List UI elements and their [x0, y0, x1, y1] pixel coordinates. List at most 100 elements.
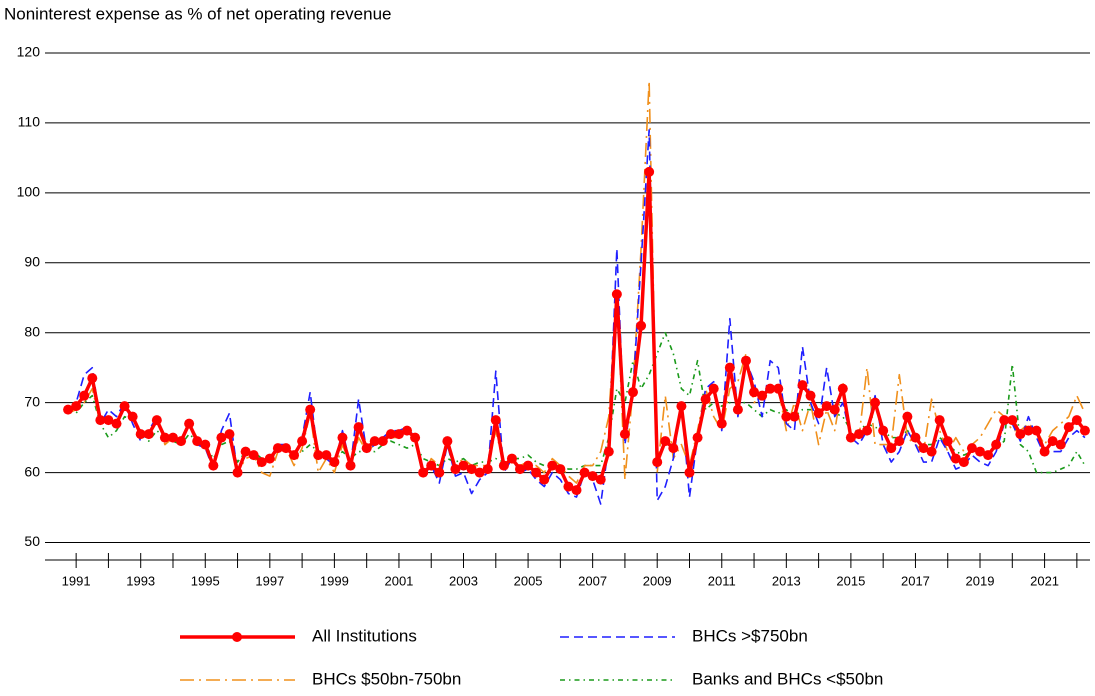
- point: [482, 464, 493, 475]
- point: [1079, 425, 1090, 436]
- y-tick-label: 60: [24, 463, 40, 479]
- x-tick-label: 2001: [384, 573, 413, 588]
- point: [878, 425, 889, 436]
- point: [966, 443, 977, 454]
- point: [208, 460, 219, 471]
- point: [402, 425, 413, 436]
- point: [555, 464, 566, 475]
- point: [668, 443, 679, 454]
- point: [789, 411, 800, 422]
- point: [71, 401, 82, 412]
- legend-label: All Institutions: [312, 626, 417, 645]
- point: [450, 464, 461, 475]
- point: [442, 436, 453, 447]
- point: [740, 355, 751, 366]
- point: [837, 383, 848, 394]
- point: [757, 390, 768, 401]
- x-tick-label: 2005: [514, 573, 543, 588]
- point: [176, 436, 187, 447]
- point: [942, 436, 953, 447]
- point: [418, 467, 429, 478]
- point: [587, 471, 598, 482]
- point: [684, 467, 695, 478]
- point: [119, 401, 130, 412]
- point: [781, 411, 792, 422]
- point: [216, 432, 227, 443]
- point: [345, 460, 356, 471]
- point: [700, 394, 711, 405]
- point: [636, 320, 647, 331]
- point: [289, 450, 300, 461]
- point: [385, 429, 396, 440]
- point: [571, 485, 582, 496]
- point: [603, 446, 614, 457]
- legend-label: BHCs $50bn-750bn: [312, 669, 461, 688]
- legend-label: Banks and BHCs <$50bn: [692, 669, 883, 688]
- x-tick-label: 1993: [126, 573, 155, 588]
- x-tick-label: 2011: [708, 573, 736, 588]
- y-tick-label: 70: [24, 393, 40, 409]
- point: [660, 436, 671, 447]
- point: [732, 404, 743, 415]
- point: [297, 436, 308, 447]
- point: [579, 467, 590, 478]
- point: [724, 362, 735, 373]
- point: [151, 415, 162, 426]
- point: [337, 432, 348, 443]
- point: [127, 411, 138, 422]
- point: [515, 464, 526, 475]
- point: [845, 432, 856, 443]
- x-tick-label: 2019: [966, 573, 995, 588]
- point: [224, 429, 235, 440]
- point: [870, 397, 881, 408]
- point: [256, 457, 267, 468]
- x-tick-label: 1999: [320, 573, 349, 588]
- y-tick-label: 110: [18, 114, 41, 130]
- point: [886, 443, 897, 454]
- point: [321, 450, 332, 461]
- point: [490, 415, 501, 426]
- point: [1031, 425, 1042, 436]
- point: [1007, 415, 1018, 426]
- point: [934, 415, 945, 426]
- point: [329, 457, 340, 468]
- x-tick-label: 2007: [578, 573, 607, 588]
- point: [1015, 429, 1026, 440]
- point: [958, 457, 969, 468]
- point: [797, 380, 808, 391]
- x-tick-label: 2017: [901, 573, 930, 588]
- point: [910, 432, 921, 443]
- point: [95, 415, 106, 426]
- x-tick-label: 1995: [191, 573, 220, 588]
- point: [361, 443, 372, 454]
- point: [63, 404, 74, 415]
- point: [853, 429, 864, 440]
- point: [1055, 439, 1066, 450]
- point: [652, 457, 663, 468]
- point: [506, 453, 517, 464]
- point: [894, 436, 905, 447]
- x-tick-label: 2009: [643, 573, 672, 588]
- point: [1063, 422, 1074, 433]
- point: [563, 481, 574, 492]
- point: [280, 443, 291, 454]
- point: [999, 415, 1010, 426]
- point: [531, 467, 542, 478]
- point: [192, 436, 203, 447]
- point: [975, 446, 986, 457]
- point: [627, 387, 638, 398]
- y-tick-label: 50: [24, 533, 40, 549]
- y-tick-label: 120: [17, 44, 41, 60]
- series-line: [67, 331, 1086, 474]
- point: [765, 383, 776, 394]
- point: [950, 453, 961, 464]
- point: [369, 436, 380, 447]
- point: [79, 390, 90, 401]
- point: [135, 429, 146, 440]
- point: [539, 474, 550, 485]
- point: [87, 373, 98, 384]
- point: [926, 446, 937, 457]
- point: [862, 425, 873, 436]
- x-tick-label: 1991: [62, 573, 91, 588]
- point: [272, 443, 283, 454]
